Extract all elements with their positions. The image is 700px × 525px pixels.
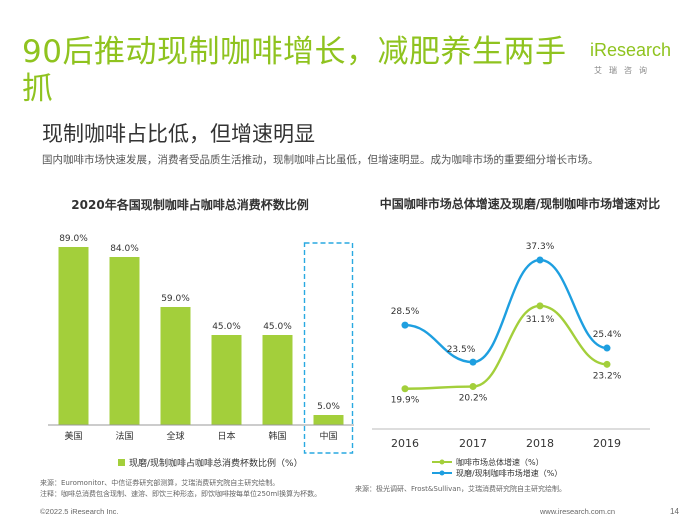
copyright: ©2022.5 iResearch Inc. <box>40 507 119 516</box>
line-value-label-1-2: 20.2% <box>459 394 488 404</box>
line-point-1-3 <box>536 302 544 310</box>
line-legend-label-2: 现磨/现制咖啡市场增速（%） <box>456 468 562 478</box>
line-value-label-2-3: 37.3% <box>526 242 555 252</box>
bar-legend-label: 现磨/现制咖啡占咖啡总消费杯数比例（%） <box>129 457 303 469</box>
line-legend-label-1: 咖啡市场总体增速（%） <box>456 457 544 467</box>
bar-value-label-1: 89.0% <box>59 234 88 244</box>
source-note-right: 来源：极光调研、Frost&Sullivan，艾瑞消费研究院自主研究绘制。 <box>355 485 566 493</box>
line-x-tick-3: 2018 <box>526 437 554 450</box>
line-legend-marker-2 <box>439 470 445 476</box>
bar-5 <box>262 335 293 425</box>
line-series-2 <box>404 258 608 364</box>
page-subtitle: 现制咖啡占比低，但增速明显 <box>42 122 315 146</box>
line-value-label-2-2: 23.5% <box>447 345 476 355</box>
page-number: 14 <box>670 507 679 516</box>
line-x-tick-1: 2016 <box>391 437 419 450</box>
highlight-dashed-box <box>303 242 354 454</box>
bar-value-label-3: 59.0% <box>161 294 190 304</box>
line-value-label-1-4: 23.2% <box>593 371 622 381</box>
bar-legend-swatch <box>118 459 125 466</box>
bar-category-label-4: 日本 <box>217 430 235 442</box>
line-x-tick-2: 2017 <box>459 437 487 450</box>
bar-category-label-6: 中国 <box>319 430 337 442</box>
line-point-2-1 <box>401 321 409 329</box>
bar-category-label-3: 全球 <box>166 430 184 442</box>
bar-value-label-2: 84.0% <box>110 244 139 254</box>
line-point-1-4 <box>603 360 611 368</box>
page-title: 90后推动现制咖啡增长，减肥养生两手抓 <box>22 34 567 107</box>
bar-value-label-4: 45.0% <box>212 322 241 332</box>
line-chart-title: 中国咖啡市场总体增速及现磨/现制咖啡市场增速对比 <box>379 197 661 211</box>
bar-category-label-5: 韩国 <box>268 430 286 442</box>
bar-4 <box>211 335 242 425</box>
logo-wordmark: iResearch <box>590 40 672 60</box>
bar-value-label-6: 5.0% <box>317 402 340 412</box>
bar-category-label-2: 法国 <box>115 430 133 442</box>
website: www.iresearch.com.cn <box>540 507 616 516</box>
bar-chart-title: 2020年各国现制咖啡占咖啡总消费杯数比例 <box>71 198 309 212</box>
line-point-2-2 <box>469 358 477 366</box>
logo-subtitle: 艾瑞咨询 <box>594 66 654 75</box>
iresearch-logo: iResearch 艾瑞咨询 <box>590 40 686 80</box>
bar-value-label-5: 45.0% <box>263 322 292 332</box>
line-point-2-3 <box>536 256 544 264</box>
line-x-tick-4: 2019 <box>593 437 621 450</box>
line-point-1-2 <box>469 383 477 391</box>
line-value-label-1-3: 31.1% <box>526 315 555 325</box>
bar-category-label-1: 美国 <box>64 430 82 442</box>
line-value-label-2-4: 25.4% <box>593 330 622 340</box>
footnote-left: 注释：咖啡总消费包含现制、速溶、即饮三种形态，即饮咖啡按每单位250ml换算为杯… <box>40 490 322 498</box>
bar-1 <box>58 247 89 425</box>
bar-2 <box>109 257 140 425</box>
lead-text: 国内咖啡市场快速发展，消费者受品质生活推动，现制咖啡占比虽低，但增速明显。成为咖… <box>42 154 599 166</box>
line-legend-marker-1 <box>439 459 445 465</box>
line-value-label-1-1: 19.9% <box>391 396 420 406</box>
line-value-label-2-1: 28.5% <box>391 307 420 317</box>
line-series-1 <box>404 304 608 390</box>
line-point-1-1 <box>401 385 409 393</box>
bar-3 <box>160 307 191 425</box>
source-note-left: 来源：Euromonitor、中信证券研究部测算，艾瑞消费研究院自主研究绘制。 <box>40 479 280 487</box>
bar-6 <box>313 415 344 425</box>
line-point-2-4 <box>603 344 611 352</box>
